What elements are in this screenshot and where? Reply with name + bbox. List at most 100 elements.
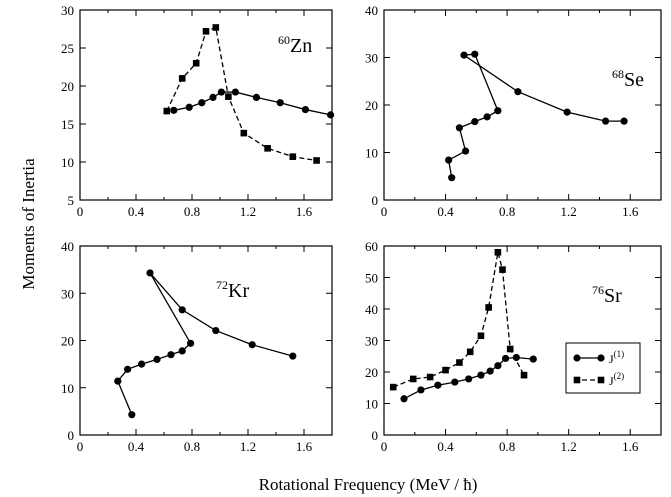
x-tick-label-se: 1.6 (622, 204, 639, 219)
data-point-j1-kr (178, 347, 186, 355)
data-point-j1-se (471, 118, 479, 126)
data-point-j1-sr (400, 395, 408, 403)
data-point-j1-kr (248, 341, 256, 349)
data-point-j2-sr (456, 359, 463, 366)
legend-entry-2: J(2) (573, 371, 624, 388)
data-point-j2-sr (426, 373, 434, 381)
data-point-j2-zn (178, 75, 186, 82)
data-point-j1-kr (178, 306, 186, 314)
panel-zn: 0 0.4 0.8 1.2 1.6 5 10 15 20 25 30 60Zn (61, 3, 335, 219)
x-tick-label-sr: 1.6 (622, 439, 639, 454)
data-point-j1-se (483, 113, 491, 121)
series-line-j1-se (447, 53, 625, 178)
x-axis-title: Rotational Frequency (MeV / ħ) (259, 475, 478, 494)
series-line-j1-zn (173, 91, 331, 116)
data-point-j1-zn (301, 105, 309, 114)
data-point-j1-sr (417, 386, 425, 394)
data-point-j2-sr (520, 371, 528, 379)
y-tick-label-sr: 20 (365, 365, 378, 380)
x-tick-label-sr: 0 (381, 439, 388, 454)
series-j2-sr (389, 249, 528, 391)
data-point-j2-sr (389, 383, 397, 391)
nucleus-label-sr: 76Sr (592, 283, 622, 307)
y-tick-label-kr: 40 (61, 239, 74, 254)
y-tick-label-sr: 60 (365, 239, 378, 254)
legend-marker (597, 354, 605, 362)
data-point-j1-se (460, 51, 468, 59)
y-tick-label-kr: 30 (61, 286, 74, 301)
hbar-symbol: ħ (463, 475, 472, 494)
data-point-j1-sr (465, 375, 473, 383)
y-tick-label-sr: 0 (372, 428, 379, 443)
data-point-j1-kr (212, 326, 220, 335)
data-point-j1-kr (187, 339, 195, 347)
data-point-j2-zn (240, 129, 248, 137)
series-j2-zn (163, 24, 320, 164)
data-point-j2-sr (477, 332, 485, 340)
x-tick-label-kr: 0.4 (128, 439, 145, 454)
y-tick-label-se: 0 (372, 193, 379, 208)
y-tick-label-se: 30 (365, 51, 378, 66)
y-tick-label-zn: 20 (61, 79, 74, 94)
legend-marker (597, 376, 605, 384)
panel-sr: 0 0.4 0.8 1.2 1.6 0 10 20 30 40 50 60 76Sr (365, 239, 662, 454)
y-tick-label-sr: 10 (365, 397, 378, 412)
series-j1-zn (170, 88, 335, 119)
legend-box (565, 342, 641, 394)
y-tick-label-sr: 30 (365, 334, 378, 349)
y-tick-label-zn: 10 (61, 155, 74, 170)
y-tick-label-sr: 40 (365, 302, 378, 317)
y-tick-label-zn: 30 (61, 3, 74, 18)
nucleus-label-se: 68Se (612, 67, 644, 91)
series-j1-se (445, 50, 628, 182)
data-point-j2-sr (506, 345, 514, 353)
data-point-j1-se (448, 174, 456, 182)
y-tick-label-kr: 20 (61, 334, 74, 349)
data-point-j2-sr (409, 375, 417, 383)
plot-frame-sr (383, 245, 662, 436)
data-point-j1-zn (170, 106, 178, 114)
plot-frame-se (383, 9, 662, 201)
y-axis-title: Moments of Inertia (19, 158, 38, 290)
data-point-j1-sr (434, 381, 442, 389)
data-point-j2-zn (212, 24, 220, 31)
y-tick-label-se: 20 (365, 98, 378, 113)
data-point-j1-se (563, 108, 571, 116)
data-point-j1-kr (167, 351, 175, 359)
x-tick-label-zn: 0.4 (128, 204, 145, 219)
x-tick-label-kr: 1.6 (296, 439, 313, 454)
data-point-j2-zn (264, 145, 271, 152)
data-point-j1-zn (231, 88, 239, 96)
data-point-j2-zn (289, 153, 297, 160)
data-point-j2-zn (202, 27, 210, 35)
x-tick-label-kr: 1.2 (240, 439, 256, 454)
series-line-j2-zn (166, 26, 317, 162)
plot-frame-zn (79, 9, 333, 201)
data-point-j2-sr (499, 266, 506, 273)
data-point-j1-kr (138, 360, 146, 368)
panel-kr: 0 0.4 0.8 1.2 1.6 0 10 20 30 40 72Kr (61, 239, 333, 454)
data-point-j1-se (471, 50, 479, 58)
y-tick-label-zn: 5 (68, 193, 75, 208)
data-point-j2-sr (466, 348, 474, 356)
data-point-j1-sr (512, 353, 520, 362)
x-tick-label-se: 0 (381, 204, 388, 219)
data-point-j1-kr (153, 355, 161, 363)
legend-marker (573, 376, 581, 384)
x-tick-label-se: 1.2 (561, 204, 577, 219)
y-tick-label-kr: 0 (68, 428, 75, 443)
data-point-j1-kr (128, 411, 136, 419)
x-tick-label-sr: 0.8 (499, 439, 515, 454)
data-point-j1-se (620, 117, 628, 125)
data-point-j1-zn (209, 93, 217, 101)
data-point-j1-kr (289, 352, 297, 360)
data-point-j1-kr (114, 377, 122, 385)
x-tick-label-kr: 0 (77, 439, 84, 454)
series-j1-sr (400, 353, 537, 403)
nucleus-label-zn: 60Zn (278, 33, 312, 57)
nucleus-label-kr: 72Kr (216, 278, 249, 302)
x-tick-label-zn: 0 (77, 204, 84, 219)
data-point-j2-zn (163, 107, 171, 115)
data-point-j1-se (494, 107, 502, 115)
data-point-j1-sr (501, 354, 510, 363)
